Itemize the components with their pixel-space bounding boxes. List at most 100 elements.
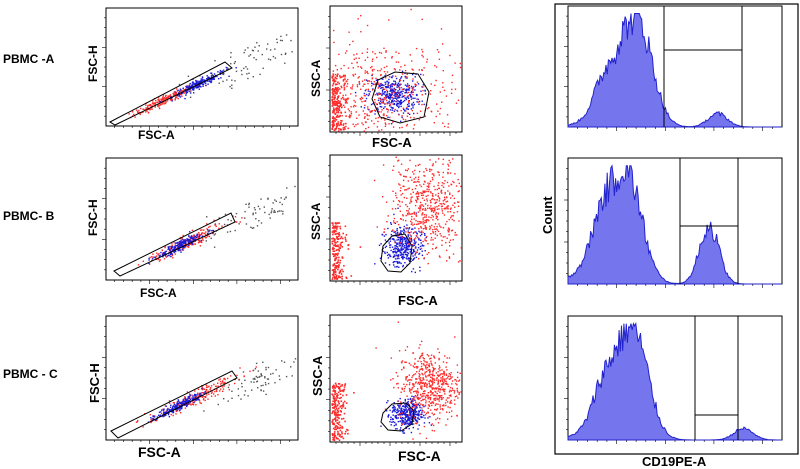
ssc-b-event-red bbox=[426, 253, 428, 255]
ssc-a-event-blue bbox=[364, 100, 367, 102]
ssc-c-event-red bbox=[428, 380, 430, 383]
ssc-c-event-red bbox=[432, 382, 434, 385]
ssc-c-event-red bbox=[425, 394, 428, 397]
ssc-b-event-red bbox=[438, 208, 440, 210]
fsc-a-event-blue bbox=[194, 85, 197, 88]
ssc-b-event-red bbox=[432, 219, 434, 221]
fsc-c-event-red bbox=[195, 404, 197, 406]
ssc-c-event-blue bbox=[413, 414, 415, 417]
ssc-b-event-red bbox=[453, 202, 456, 204]
ssc-b-event-debris bbox=[340, 236, 343, 238]
ssc-b-event-red bbox=[437, 195, 439, 197]
fsc-b-event-red bbox=[190, 243, 193, 246]
ssc-c-event-debris bbox=[341, 418, 343, 420]
ssc-c-event-blue bbox=[414, 416, 417, 419]
ssc-c-event-red bbox=[449, 402, 451, 404]
ssc-c-event-blue bbox=[403, 410, 406, 412]
fsc-b-event-blue bbox=[182, 248, 184, 251]
ssc-c-event-red bbox=[457, 397, 459, 399]
ssc-c-event-debris bbox=[337, 432, 339, 435]
fsc-a-event-red bbox=[161, 100, 163, 103]
ssc-a-event-blue bbox=[376, 103, 378, 106]
ssc-b-event-red bbox=[399, 205, 401, 208]
ssc-a-event-red bbox=[351, 88, 353, 90]
ssc-a-event-blue bbox=[417, 83, 420, 85]
fsc-c-event-blue bbox=[182, 399, 184, 401]
ssc-b-event-debris bbox=[334, 269, 336, 271]
ssc-a-xlabel: FSC-A bbox=[372, 135, 412, 150]
ssc-c-event-blue bbox=[399, 420, 401, 422]
ssc-c-event-red bbox=[439, 380, 442, 383]
fsc-a-event-blue bbox=[192, 83, 194, 86]
ssc-c-event-blue bbox=[406, 414, 408, 416]
ssc-b-event-blue bbox=[396, 257, 399, 260]
ssc-b-event-red bbox=[419, 163, 421, 166]
fsc-b-event-gray bbox=[281, 203, 283, 206]
fsc-a-event-red bbox=[181, 90, 184, 93]
ssc-b-event-red bbox=[431, 173, 434, 175]
ssc-c-event-red bbox=[441, 379, 443, 381]
ssc-c-event-red bbox=[451, 410, 453, 412]
ssc-c-event-debris bbox=[332, 434, 334, 437]
ssc-c-event-red bbox=[422, 357, 424, 359]
ssc-a-event-blue bbox=[424, 93, 427, 95]
fsc-a-event-red bbox=[147, 108, 150, 110]
ssc-a-event-red bbox=[422, 74, 425, 76]
ssc-a-event-debris bbox=[335, 127, 338, 130]
fsc-a-event-gray bbox=[254, 46, 256, 48]
ssc-b-event-blue bbox=[385, 233, 387, 236]
fsc-c-event-red bbox=[219, 378, 221, 380]
ssc-c-event-red bbox=[438, 358, 440, 361]
hist-a-yticks bbox=[564, 15, 568, 118]
ssc-c-event-blue bbox=[411, 419, 413, 421]
ssc-b-event-blue bbox=[420, 242, 422, 244]
ssc-a-event-blue bbox=[380, 106, 383, 108]
ssc-b-event-red bbox=[420, 185, 423, 188]
ssc-c-event-blue bbox=[406, 415, 409, 417]
ssc-c-event-red bbox=[418, 377, 420, 379]
ssc-a-event-debris bbox=[346, 98, 348, 101]
ssc-c-event-red bbox=[445, 366, 447, 368]
ssc-b-event-red bbox=[417, 178, 420, 181]
ssc-c-event-blue bbox=[398, 407, 400, 409]
ssc-b-event-blue bbox=[396, 233, 399, 235]
ssc-c-event-red bbox=[436, 374, 439, 376]
ssc-b-event-blue bbox=[400, 242, 402, 245]
fsc-b-event-gray bbox=[248, 202, 250, 205]
fsc-b-event-red bbox=[158, 253, 160, 255]
fsc-a-event-gray bbox=[280, 53, 283, 56]
fsc-b-event-red bbox=[198, 235, 200, 237]
ssc-a-event-blue bbox=[394, 95, 396, 98]
ssc-b-event-red bbox=[422, 205, 425, 207]
ssc-a-event-blue bbox=[382, 102, 384, 104]
ssc-a-event-debris bbox=[338, 88, 341, 90]
ssc-b-event-debris bbox=[332, 246, 334, 249]
fsc-c-event-gray bbox=[290, 366, 292, 368]
ssc-a-event-red bbox=[357, 77, 359, 79]
ssc-c-event-blue bbox=[404, 413, 406, 415]
fsc-a-event-red bbox=[169, 94, 172, 96]
fsc-c-event-red bbox=[202, 388, 205, 390]
ssc-b-event-blue bbox=[406, 264, 408, 266]
ssc-b-event-blue bbox=[407, 249, 409, 251]
ssc-b-event-debris bbox=[359, 246, 362, 248]
fsc-a-event-gray bbox=[223, 69, 225, 71]
ssc-c-event-red bbox=[437, 375, 440, 378]
ssc-c-event-debris bbox=[334, 404, 337, 406]
fsc-c-event-red bbox=[176, 410, 178, 412]
fsc-a-event-blue bbox=[195, 86, 197, 89]
ssc-a-event-blue bbox=[397, 82, 400, 84]
ssc-c-event-red bbox=[429, 398, 432, 401]
ssc-c-event-red bbox=[432, 371, 434, 373]
fsc-b-event-red bbox=[201, 232, 204, 234]
ssc-c-event-red bbox=[433, 368, 435, 371]
fsc-a-event-red bbox=[142, 108, 145, 110]
ssc-c-event-red bbox=[450, 415, 453, 418]
ssc-b-event-red bbox=[451, 195, 454, 197]
ssc-b-event-blue bbox=[399, 252, 401, 254]
ssc-b-event-red bbox=[447, 207, 449, 209]
ssc-a-event-red bbox=[390, 88, 392, 90]
ssc-a-event-blue bbox=[382, 88, 384, 91]
ssc-b-event-blue bbox=[405, 239, 408, 241]
